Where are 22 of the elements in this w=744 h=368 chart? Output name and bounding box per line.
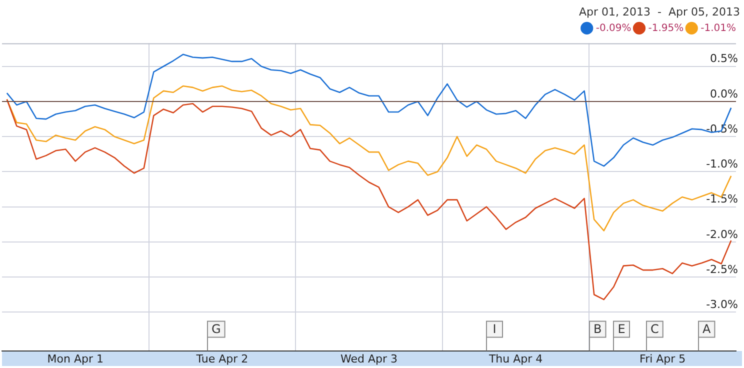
annotation: C xyxy=(650,322,659,336)
x-tick-label: Wed Apr 3 xyxy=(340,352,398,366)
y-tick-label: 0.5% xyxy=(710,52,738,66)
legend-label: -1.95% xyxy=(648,22,684,34)
y-tick-label: -3.0% xyxy=(706,298,738,312)
annotation: A xyxy=(702,322,712,336)
legend-label: -0.09% xyxy=(596,22,632,34)
y-tick-label: -1.0% xyxy=(706,158,738,171)
legend-label: -1.01% xyxy=(700,22,736,34)
x-tick-label: Tue Apr 2 xyxy=(195,352,248,366)
y-tick-label: 0.0% xyxy=(710,87,738,100)
x-tick-label: Thu Apr 4 xyxy=(488,352,543,366)
annotation: G xyxy=(211,322,221,336)
y-tick-label: -2.0% xyxy=(706,228,738,241)
x-tick-label: Fri Apr 5 xyxy=(640,352,686,366)
annotation: B xyxy=(594,322,602,336)
y-tick-label: -2.5% xyxy=(706,262,738,276)
x-tick-label: Mon Apr 1 xyxy=(47,352,104,366)
chart-title: Apr 01, 2013 - Apr 05, 2013 xyxy=(579,5,740,18)
annotation: I xyxy=(492,322,496,336)
annotation: E xyxy=(618,322,626,336)
y-tick-label: -1.5% xyxy=(706,192,738,206)
